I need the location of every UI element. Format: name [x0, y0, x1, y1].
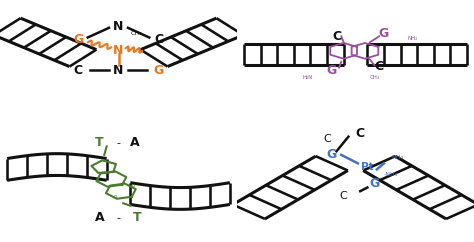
Text: G: G — [154, 64, 164, 77]
Text: G: G — [369, 177, 380, 190]
Text: C: C — [374, 60, 384, 73]
Text: A: A — [130, 136, 140, 149]
Text: C: C — [332, 30, 341, 43]
Text: o: o — [132, 183, 136, 188]
Text: CH₃: CH₃ — [369, 75, 380, 80]
Text: -: - — [117, 213, 120, 223]
Text: C: C — [323, 134, 331, 144]
Text: NH₃: NH₃ — [391, 155, 403, 160]
Text: H₂N: H₂N — [303, 75, 313, 80]
Text: C: C — [73, 64, 83, 77]
Text: -NH₃: -NH₃ — [384, 172, 398, 177]
Text: Pt: Pt — [361, 162, 374, 172]
Text: C: C — [340, 191, 347, 201]
Text: T: T — [95, 136, 104, 149]
Text: NH₂: NH₂ — [408, 36, 418, 41]
Text: N: N — [113, 44, 124, 57]
Text: G: G — [327, 148, 337, 161]
Text: G: G — [73, 33, 83, 46]
Text: CH₃: CH₃ — [130, 31, 142, 36]
Text: C: C — [154, 33, 164, 46]
Text: N: N — [113, 64, 124, 77]
Text: T: T — [133, 211, 142, 224]
Text: A: A — [95, 211, 104, 224]
Text: C: C — [356, 127, 365, 140]
Text: G: G — [379, 27, 389, 40]
Text: -: - — [117, 138, 120, 148]
Text: N: N — [113, 20, 124, 33]
Text: G: G — [327, 64, 337, 77]
Text: o: o — [113, 194, 117, 198]
